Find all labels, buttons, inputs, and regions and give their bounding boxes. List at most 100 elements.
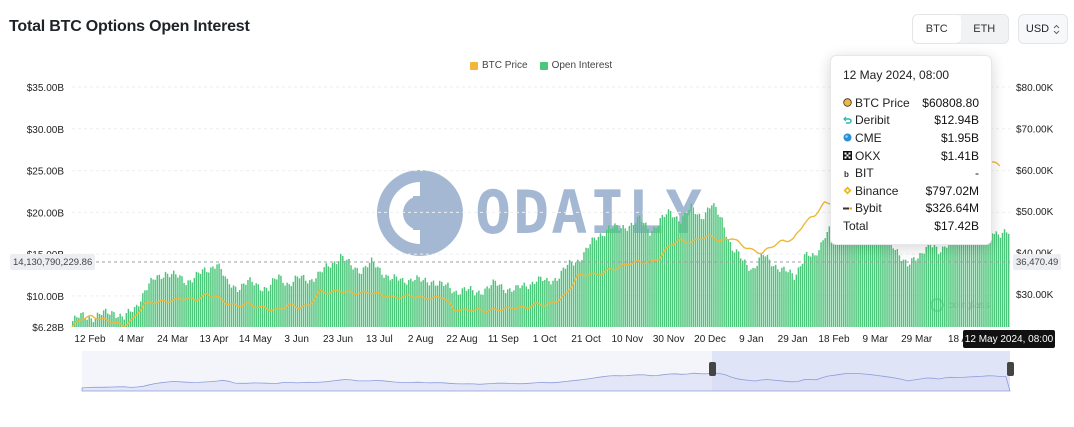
oi-bar	[737, 251, 740, 327]
oi-bar	[739, 258, 742, 327]
oi-bar	[659, 218, 661, 327]
oi-bar	[828, 226, 831, 327]
tooltip-value: $60808.80	[922, 95, 979, 110]
oi-bar	[725, 236, 727, 327]
oi-bar	[853, 212, 855, 327]
oi-bar	[317, 271, 319, 327]
tab-eth[interactable]: ETH	[960, 15, 1008, 43]
oi-bar	[791, 273, 793, 327]
x-tick-label: 13 Jul	[366, 334, 393, 345]
oi-bar	[498, 284, 501, 327]
oi-bar	[820, 242, 822, 327]
oi-bar	[333, 261, 336, 327]
tooltip-row-bit: b BIT -	[843, 164, 979, 182]
chart-tooltip: 12 May 2024, 08:00 BTC Price $60808.80 D…	[830, 55, 992, 245]
oi-bar	[991, 233, 993, 327]
oi-bar	[484, 288, 486, 327]
oi-bar	[193, 277, 196, 327]
binance-icon	[843, 186, 852, 195]
oi-bar	[709, 208, 711, 327]
oi-bar	[824, 238, 826, 327]
tooltip-label: BIT	[855, 166, 874, 181]
oi-bar	[608, 225, 610, 327]
oi-bar	[937, 254, 940, 327]
oi-bar	[282, 282, 284, 327]
oi-bar	[941, 246, 944, 327]
oi-bar	[678, 221, 680, 327]
oi-bar	[946, 247, 948, 327]
oi-bar	[962, 242, 965, 327]
oi-bar	[649, 235, 651, 327]
oi-bar	[276, 279, 278, 327]
oi-bar	[288, 284, 290, 327]
oi-bar	[278, 274, 280, 327]
oi-bar	[123, 319, 125, 327]
oi-bar	[387, 275, 389, 327]
oi-bar	[636, 216, 639, 327]
oi-bar	[271, 278, 274, 327]
oi-bar	[873, 224, 876, 327]
oi-bar	[665, 214, 668, 327]
oi-bar	[948, 241, 950, 327]
oi-bar	[968, 242, 971, 327]
oi-bar	[826, 232, 828, 327]
oi-bar	[700, 218, 703, 327]
oi-bar	[651, 231, 653, 327]
oi-bar	[805, 251, 808, 327]
oi-bar	[300, 275, 303, 327]
oi-bar	[191, 282, 194, 327]
legend-item-btc-price[interactable]: BTC Price	[470, 60, 528, 71]
oi-bar	[966, 239, 969, 327]
oi-bar	[519, 288, 521, 327]
oi-bar	[224, 276, 227, 327]
x-tick-label: 12 Feb	[74, 334, 106, 345]
oi-bar	[750, 269, 752, 327]
oi-bar	[185, 285, 187, 327]
tab-btc[interactable]: BTC	[913, 15, 961, 43]
oi-bar	[111, 311, 113, 327]
oi-bar	[189, 280, 191, 327]
oi-bar	[836, 215, 839, 327]
oi-bar	[515, 285, 517, 327]
oi-bar	[358, 273, 361, 327]
navigator-handle-right	[1007, 362, 1014, 376]
oi-bar	[599, 233, 602, 327]
oi-bar	[690, 203, 692, 327]
oi-bar	[758, 257, 760, 327]
oi-bar	[389, 280, 391, 327]
oi-bar	[933, 244, 936, 327]
oi-bar	[72, 320, 74, 327]
oi-bar	[970, 240, 973, 327]
oi-bar	[245, 284, 247, 327]
x-tick-label: 20 Dec	[694, 334, 726, 345]
oi-bar	[284, 285, 286, 327]
oi-bar	[890, 240, 892, 327]
oi-bar	[506, 289, 509, 327]
cme-icon	[843, 133, 852, 142]
oi-bar	[830, 226, 833, 327]
legend-item-open-interest[interactable]: Open Interest	[539, 60, 612, 71]
oi-bar	[880, 228, 882, 327]
y-right-tick-label: $30.00K	[1016, 290, 1054, 301]
oi-bar	[226, 278, 229, 327]
y-left-tick-label: $10.00B	[27, 292, 65, 303]
oi-bar	[944, 246, 946, 327]
oi-bar	[414, 279, 416, 327]
oi-bar	[539, 276, 542, 327]
oi-bar	[634, 223, 637, 327]
oi-bar	[98, 313, 101, 327]
oi-bar	[302, 274, 305, 327]
oi-bar	[727, 238, 730, 327]
oi-bar	[86, 319, 88, 327]
tooltip-label: Bybit	[855, 201, 882, 216]
oi-bar	[504, 293, 507, 327]
x-tick-label: 29 Mar	[901, 334, 933, 345]
oi-bar	[906, 266, 909, 327]
oi-bar	[354, 267, 356, 327]
crosshair-right-value: 36,470.49	[1013, 254, 1062, 270]
currency-select[interactable]: USD	[1018, 14, 1068, 44]
y-left-tick-label: $30.00B	[27, 125, 65, 136]
oi-bar	[591, 237, 593, 327]
oi-bar	[74, 315, 76, 327]
